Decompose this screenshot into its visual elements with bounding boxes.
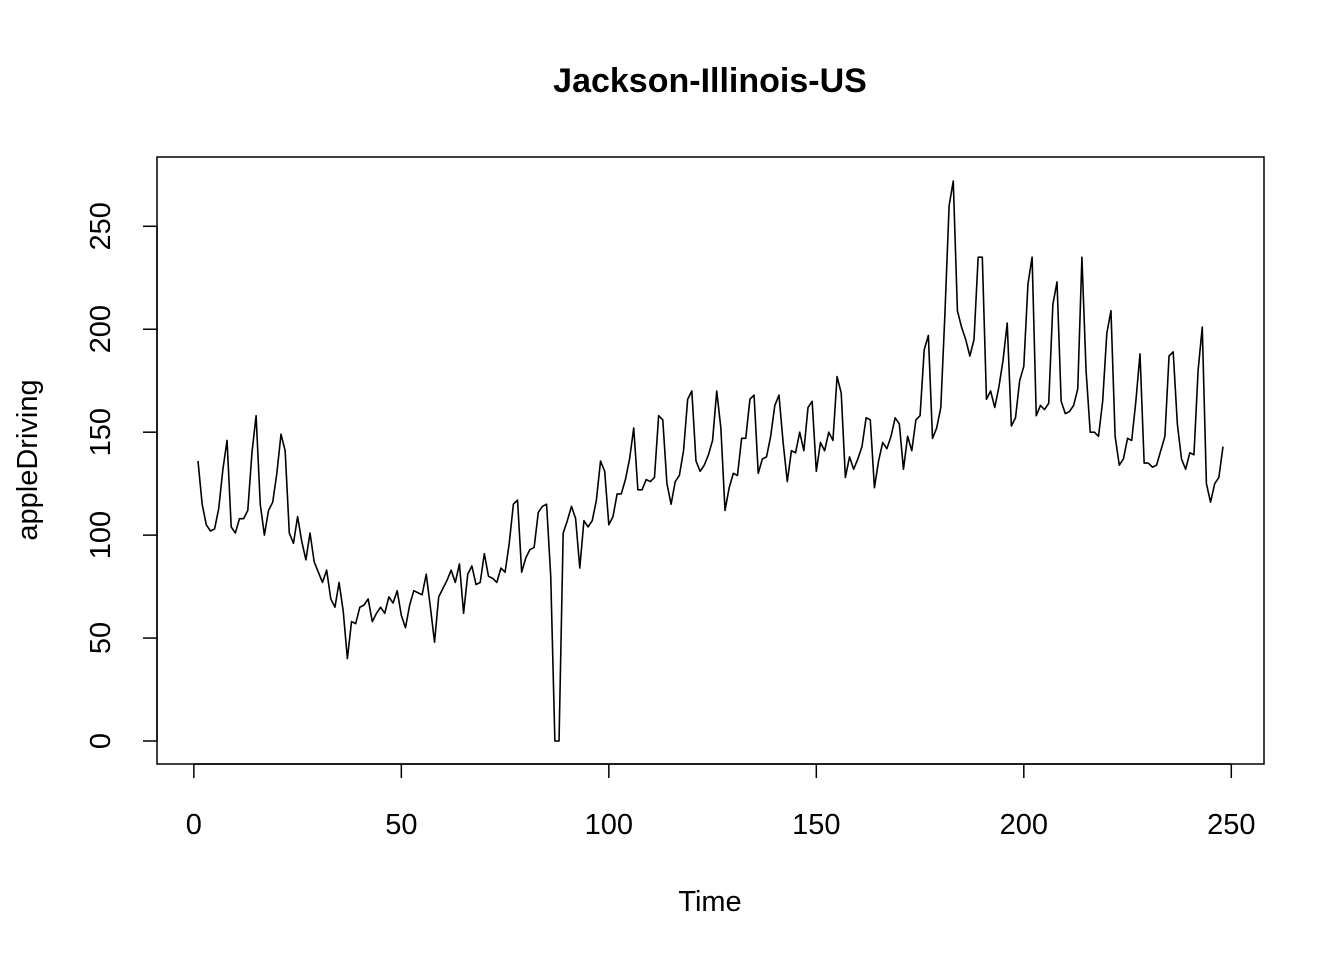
y-tick-label: 100 — [85, 511, 117, 559]
x-axis-label: Time — [678, 886, 741, 918]
series-layer — [197, 180, 1224, 742]
y-axis-label: appleDriving — [12, 379, 44, 540]
x-tick-label: 100 — [585, 809, 633, 841]
y-tick-label: 250 — [85, 202, 117, 250]
y-tick-label: 50 — [85, 622, 117, 654]
x-tick-label: 250 — [1207, 809, 1255, 841]
x-tick-label: 0 — [186, 809, 202, 841]
series-line — [197, 180, 1224, 742]
x-axis: 0 50 100 150 200 250 — [186, 763, 1255, 841]
y-tick-label: 200 — [85, 305, 117, 353]
x-tick-label: 50 — [385, 809, 417, 841]
x-tick-label: 150 — [792, 809, 840, 841]
y-axis: 0 50 100 150 200 250 — [85, 202, 158, 749]
plot-frame — [156, 156, 1265, 765]
chart-title: Jackson-Illinois-US — [553, 62, 867, 100]
y-tick-label: 150 — [85, 408, 117, 456]
y-tick-label: 0 — [85, 733, 117, 749]
x-tick-label: 200 — [1000, 809, 1048, 841]
